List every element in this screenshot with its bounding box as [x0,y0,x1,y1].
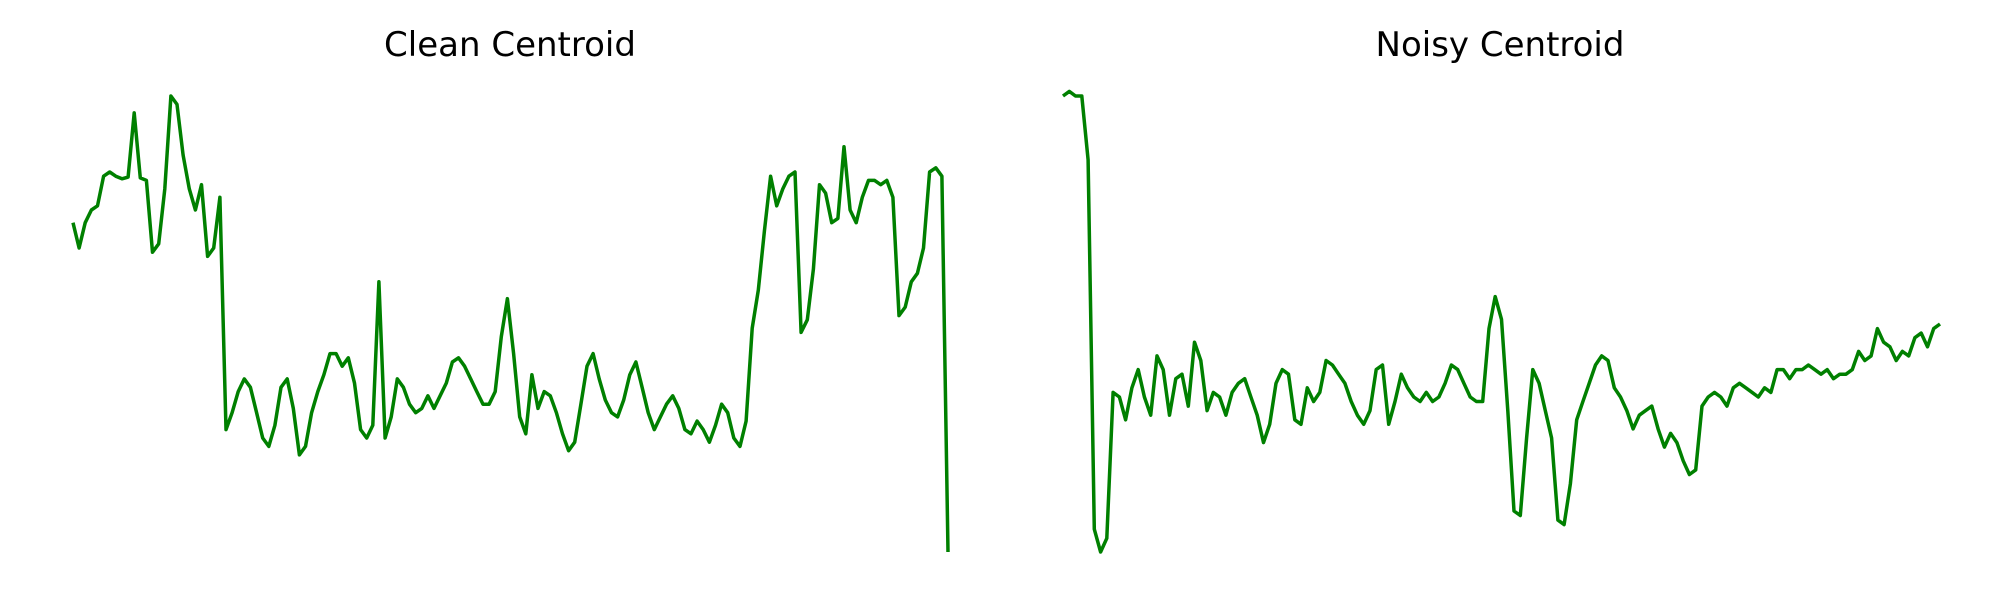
clean-centroid-series-line [71,94,950,553]
clean-centroid-panel: Clean Centroid [71,25,950,553]
noisy-centroid-series-line [1061,89,1942,554]
noisy-centroid-title: Noisy Centroid [1376,25,1625,65]
noisy-centroid-panel: Noisy Centroid [1061,25,1942,554]
clean-centroid-title: Clean Centroid [384,25,636,65]
